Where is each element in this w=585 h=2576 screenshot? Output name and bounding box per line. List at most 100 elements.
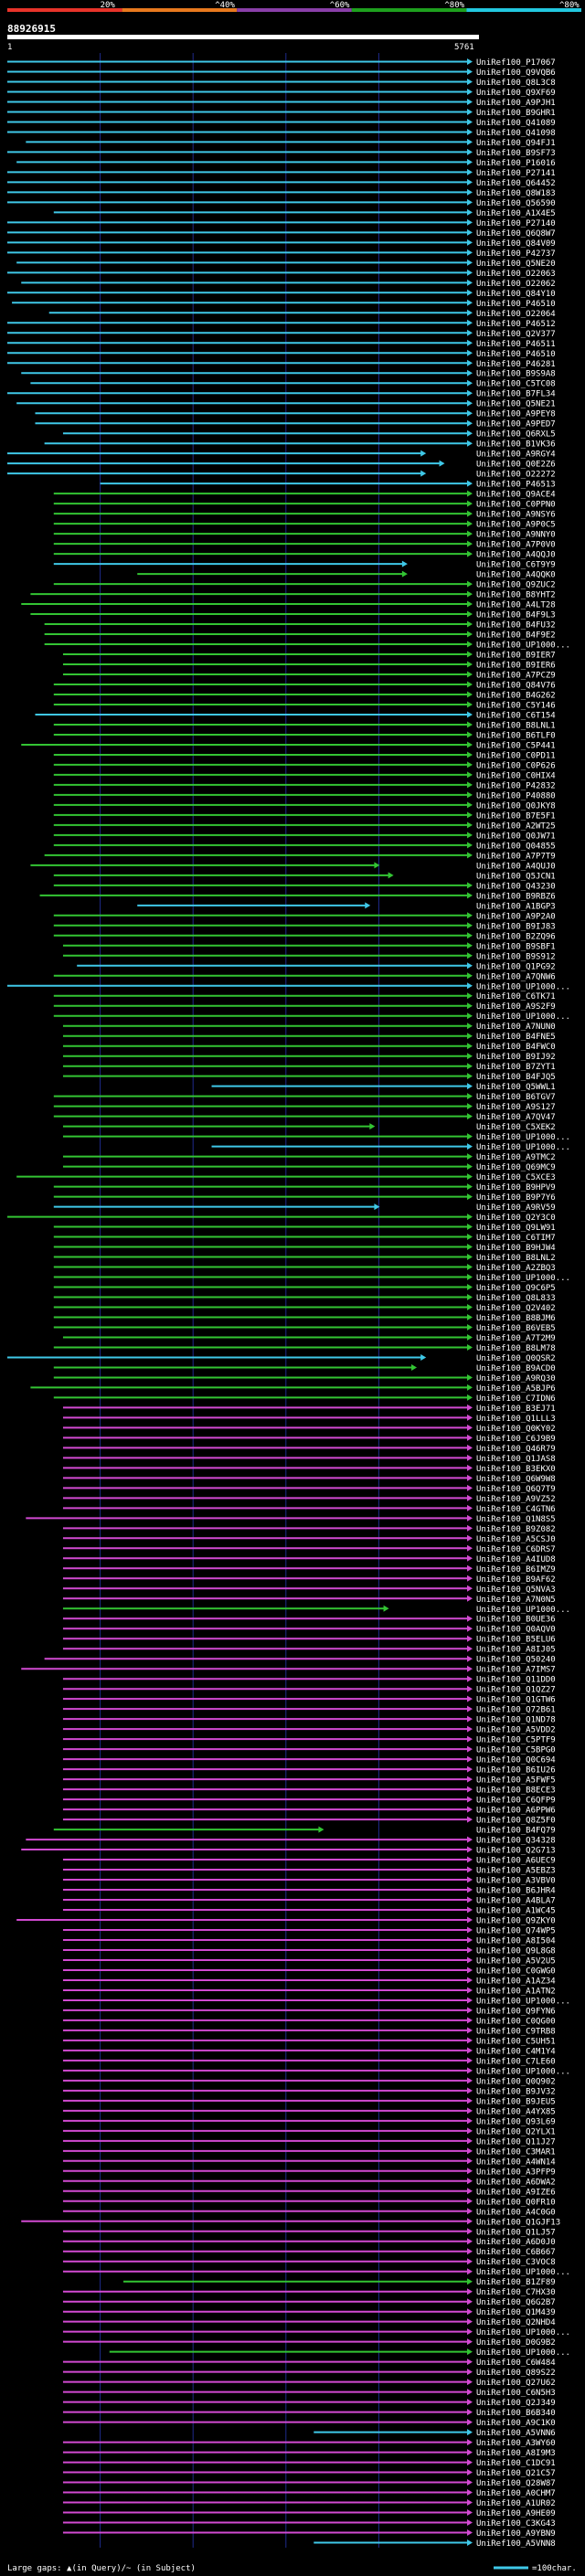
hit-label[interactable]: UniRef100_A1AZ34: [476, 1977, 556, 1986]
hit-label[interactable]: UniRef100_Q5WWL1: [476, 1083, 556, 1092]
hit-label[interactable]: UniRef100_B1VK36: [476, 440, 556, 450]
hit-label[interactable]: UniRef100_C6B667: [476, 2248, 556, 2257]
hit-label[interactable]: UniRef100_B4FNE5: [476, 1033, 556, 1042]
hit-label[interactable]: UniRef100_B4FQ79: [476, 1827, 556, 1836]
hit-label[interactable]: UniRef100_Q93L69: [476, 2117, 556, 2126]
hit-label[interactable]: UniRef100_UP1000...: [476, 982, 570, 991]
hit-label[interactable]: UniRef100_UP1000...: [476, 2348, 570, 2358]
hit-label[interactable]: UniRef100_P42737: [476, 249, 556, 259]
hit-label[interactable]: UniRef100_B0UE36: [476, 1616, 556, 1625]
hit-label[interactable]: UniRef100_P46510: [476, 350, 556, 359]
hit-label[interactable]: UniRef100_B9GHR1: [476, 109, 556, 118]
hit-label[interactable]: UniRef100_A6PPW6: [476, 1807, 556, 1816]
hit-label[interactable]: UniRef100_UP1000...: [476, 1274, 570, 1283]
hit-label[interactable]: UniRef100_C0PD11: [476, 751, 556, 760]
hit-label[interactable]: UniRef100_Q84V09: [476, 239, 556, 249]
hit-label[interactable]: UniRef100_UP1000...: [476, 1606, 570, 1615]
hit-label[interactable]: UniRef100_A5FWF5: [476, 1776, 556, 1786]
hit-label[interactable]: UniRef100_A4YX85: [476, 2107, 556, 2116]
hit-label[interactable]: UniRef100_A4LT28: [476, 601, 556, 610]
hit-label[interactable]: UniRef100_C6DRS7: [476, 1545, 556, 1554]
hit-label[interactable]: UniRef100_C4M1Y4: [476, 2047, 556, 2056]
hit-label[interactable]: UniRef100_A9RQ30: [476, 1374, 556, 1383]
hit-label[interactable]: UniRef100_UP1000...: [476, 641, 570, 651]
hit-label[interactable]: UniRef100_Q1GTW6: [476, 1696, 556, 1705]
hit-label[interactable]: UniRef100_A5VDD2: [476, 1726, 556, 1735]
hit-label[interactable]: UniRef100_UP1000...: [476, 1997, 570, 2006]
hit-label[interactable]: UniRef100_Q6W9W8: [476, 1475, 556, 1484]
hit-label[interactable]: UniRef100_A8I9M3: [476, 2449, 556, 2458]
hit-label[interactable]: UniRef100_B4F9L3: [476, 611, 556, 620]
hit-label[interactable]: UniRef100_Q2NHD4: [476, 2318, 556, 2327]
hit-label[interactable]: UniRef100_B6JHR4: [476, 1887, 556, 1896]
hit-label[interactable]: UniRef100_P46281: [476, 360, 556, 369]
hit-label[interactable]: UniRef100_C5UH51: [476, 2037, 556, 2046]
hit-label[interactable]: UniRef100_Q5NE21: [476, 400, 556, 409]
hit-label[interactable]: UniRef100_Q9L8G8: [476, 1946, 556, 1956]
hit-label[interactable]: UniRef100_B6IMZ9: [476, 1565, 556, 1574]
hit-label[interactable]: UniRef100_B7E5F1: [476, 811, 556, 821]
hit-label[interactable]: UniRef100_P17067: [476, 58, 556, 68]
hit-label[interactable]: UniRef100_Q6Q8W7: [476, 229, 556, 239]
hit-label[interactable]: UniRef100_C0GWG0: [476, 1966, 556, 1976]
hit-label[interactable]: UniRef100_Q34328: [476, 1837, 556, 1846]
hit-label[interactable]: UniRef100_B9Z082: [476, 1525, 556, 1534]
hit-label[interactable]: UniRef100_Q6RXL5: [476, 430, 556, 440]
hit-label[interactable]: UniRef100_B5ELU6: [476, 1636, 556, 1645]
hit-label[interactable]: UniRef100_UP1000...: [476, 2328, 570, 2337]
hit-label[interactable]: UniRef100_A1UR02: [476, 2499, 556, 2508]
hit-label[interactable]: UniRef100_Q1JAS8: [476, 1455, 556, 1464]
hit-label[interactable]: UniRef100_A7P0V0: [476, 541, 556, 550]
hit-label[interactable]: UniRef100_A1WC45: [476, 1907, 556, 1916]
hit-label[interactable]: UniRef100_A7T2M9: [476, 1334, 556, 1343]
hit-label[interactable]: UniRef100_B6VEB5: [476, 1324, 556, 1333]
hit-label[interactable]: UniRef100_Q1ND78: [476, 1716, 556, 1725]
hit-label[interactable]: UniRef100_B9SBF1: [476, 942, 556, 951]
hit-label[interactable]: UniRef100_Q8L3C8: [476, 79, 556, 88]
hit-label[interactable]: UniRef100_C5XEK2: [476, 1123, 556, 1132]
hit-label[interactable]: UniRef100_Q1GJF13: [476, 2218, 560, 2227]
hit-label[interactable]: UniRef100_P46510: [476, 300, 556, 309]
hit-label[interactable]: UniRef100_Q2G713: [476, 1847, 556, 1856]
hit-label[interactable]: UniRef100_C6N5H3: [476, 2389, 556, 2398]
hit-label[interactable]: UniRef100_Q04855: [476, 842, 556, 851]
hit-label[interactable]: UniRef100_Q0FR10: [476, 2198, 556, 2207]
hit-label[interactable]: UniRef100_B9RBZ6: [476, 892, 556, 901]
hit-label[interactable]: UniRef100_B9ACD0: [476, 1364, 556, 1373]
hit-label[interactable]: UniRef100_Q9VQB6: [476, 69, 556, 78]
hit-label[interactable]: UniRef100_B9S9A8: [476, 370, 556, 379]
hit-label[interactable]: UniRef100_Q56590: [476, 199, 556, 208]
hit-label[interactable]: UniRef100_A2ZBQ3: [476, 1264, 556, 1273]
hit-label[interactable]: UniRef100_Q84V76: [476, 681, 556, 690]
hit-label[interactable]: UniRef100_Q1LLL3: [476, 1415, 556, 1424]
hit-label[interactable]: UniRef100_C0QG00: [476, 2017, 556, 2026]
hit-label[interactable]: UniRef100_A4QQJ0: [476, 551, 556, 560]
hit-label[interactable]: UniRef100_C6W484: [476, 2359, 556, 2368]
hit-label[interactable]: UniRef100_Q2V377: [476, 330, 556, 339]
hit-label[interactable]: UniRef100_A7N0N5: [476, 1595, 556, 1605]
hit-label[interactable]: UniRef100_Q1M439: [476, 2308, 556, 2317]
hit-label[interactable]: UniRef100_B9IER7: [476, 652, 556, 661]
hit-label[interactable]: UniRef100_A9C1K0: [476, 2419, 556, 2428]
hit-label[interactable]: UniRef100_P27140: [476, 219, 556, 228]
hit-label[interactable]: UniRef100_Q41098: [476, 129, 556, 138]
hit-label[interactable]: UniRef100_B8YHT2: [476, 591, 556, 600]
hit-label[interactable]: UniRef100_B8ECE3: [476, 1786, 556, 1796]
hit-label[interactable]: UniRef100_C6TIM7: [476, 1234, 556, 1243]
hit-label[interactable]: UniRef100_Q6Q7T9: [476, 1485, 556, 1494]
hit-label[interactable]: UniRef100_C0HIX4: [476, 771, 556, 780]
hit-label[interactable]: UniRef100_P40880: [476, 791, 556, 800]
hit-label[interactable]: UniRef100_B9IJ83: [476, 922, 556, 931]
hit-label[interactable]: UniRef100_B4FJQ5: [476, 1073, 556, 1082]
hit-label[interactable]: UniRef100_Q2V402: [476, 1304, 556, 1313]
hit-label[interactable]: UniRef100_P46511: [476, 340, 556, 349]
hit-label[interactable]: UniRef100_Q64452: [476, 179, 556, 188]
hit-label[interactable]: UniRef100_Q0QSR2: [476, 1354, 556, 1363]
hit-label[interactable]: UniRef100_C6T154: [476, 711, 556, 720]
hit-label[interactable]: UniRef100_B8LNL2: [476, 1254, 556, 1263]
hit-label[interactable]: UniRef100_A5BJP6: [476, 1384, 556, 1394]
hit-label[interactable]: UniRef100_Q69MC9: [476, 1163, 556, 1172]
hit-label[interactable]: UniRef100_B9JV32: [476, 2087, 556, 2096]
hit-label[interactable]: UniRef100_A7IMS7: [476, 1666, 556, 1675]
hit-label[interactable]: UniRef100_A7PCZ9: [476, 672, 556, 681]
